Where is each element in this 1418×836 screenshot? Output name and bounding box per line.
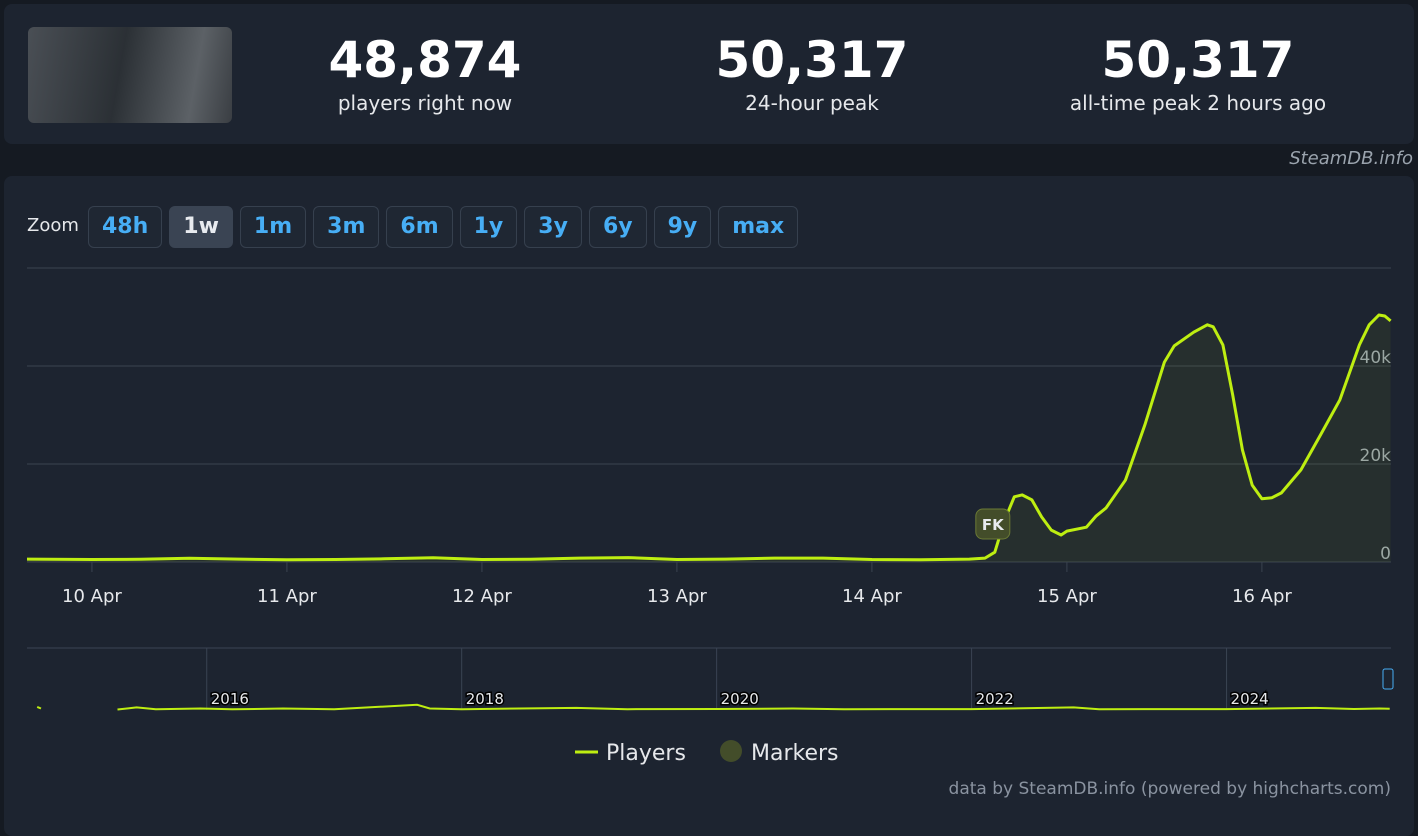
zoom-button[interactable]: 48h (88, 206, 163, 248)
navigator-tick-label: 2020 (721, 690, 759, 708)
x-tick-label: 14 Apr (842, 586, 902, 607)
zoom-button[interactable]: 3y (524, 206, 582, 248)
y-tick-label: 40k (1360, 348, 1392, 368)
zoom-label: Zoom (27, 215, 79, 236)
zoom-button[interactable]: 1w (169, 206, 233, 248)
zoom-button[interactable]: 9y (653, 206, 712, 248)
x-tick-label: 10 Apr (62, 586, 122, 607)
stats-panel: 48,874 players right now 50,317 24-hour pea… (4, 4, 1414, 144)
stat-label: all-time peak 2 hours ago (1069, 91, 1327, 115)
y-tick-label: 0 (1380, 544, 1391, 564)
navigator-tick-label: 2024 (1231, 690, 1269, 708)
stat-value: 50,317 (1101, 31, 1295, 89)
chart: 0 20k 40k 10 Apr 11 Apr 12 Apr 13 Apr 14 Apr 15 … (26, 267, 1394, 799)
marker-label: FK (982, 516, 1005, 534)
stat-value: 48,874 (328, 31, 522, 89)
stat: 50,317 all-time peak 2 hours ago (998, 30, 1398, 116)
legend-label[interactable]: Markers (751, 741, 839, 766)
x-tick-label: 12 Apr (452, 586, 512, 607)
source-label: SteamDB.info (1289, 148, 1413, 169)
x-tick-label: 11 Apr (257, 586, 317, 607)
legend-label[interactable]: Players (606, 741, 686, 766)
zoom-button[interactable]: 3m (313, 206, 380, 248)
zoom-buttons: 48h 1w 1m 3m 6m 1y 3y 6y 9y max (88, 206, 799, 248)
chart-panel (4, 176, 1414, 836)
stat: 50,317 24-hour peak (612, 30, 1012, 116)
navigator-line (36, 703, 1390, 711)
game-logo (28, 27, 232, 123)
navigator-tick-label: 2016 (211, 690, 249, 708)
line (26, 313, 1392, 562)
zoom-button[interactable]: 6y (588, 206, 647, 248)
navigator-tick-label: 2022 (976, 690, 1014, 708)
y-tick-label: 20k (1360, 446, 1392, 466)
x-tick-label: 13 Apr (647, 586, 707, 607)
stat-label: players right now (337, 91, 513, 115)
navigator-handle[interactable] (1382, 668, 1394, 690)
stat-label: 24-hour peak (745, 91, 879, 115)
x-tick-label: 15 Apr (1037, 586, 1097, 607)
zoom-button[interactable]: 6m (386, 206, 453, 248)
area (27, 315, 1391, 562)
legend-symbol (720, 740, 742, 762)
marker (975, 508, 1011, 540)
credit: data by SteamDB.info (powered by highcha… (949, 779, 1391, 799)
zoom-button[interactable]: 1y (459, 206, 518, 248)
zoom-button[interactable]: max (718, 206, 799, 248)
stat: 48,874 players right now (225, 30, 625, 116)
zoom-button[interactable]: 1m (239, 206, 307, 248)
navigator-tick-label: 2018 (466, 690, 504, 708)
stat-value: 50,317 (715, 31, 909, 89)
x-tick-label: 16 Apr (1232, 586, 1292, 607)
